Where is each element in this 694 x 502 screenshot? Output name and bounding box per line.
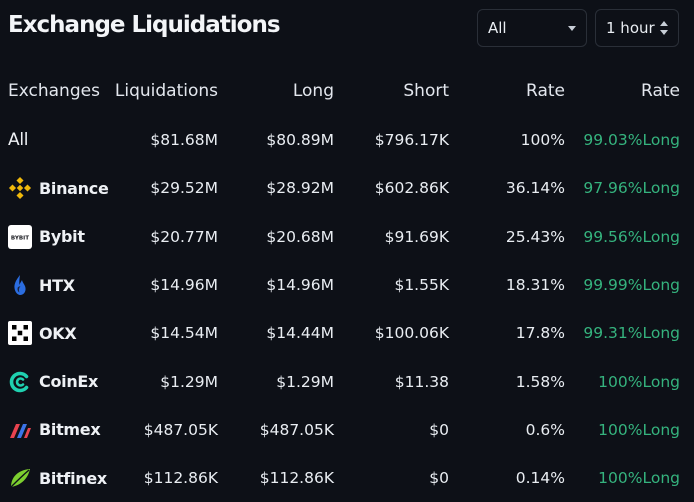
column-header-rate[interactable]: Rate <box>526 81 565 101</box>
htx-icon <box>8 273 32 297</box>
rate-cell: 1.58% <box>515 372 565 391</box>
exchange-cell: Binance <box>8 176 109 200</box>
short-cell: $100.06K <box>374 324 449 343</box>
up-down-stepper-icon <box>659 21 668 35</box>
liquidations-cell: $1.29M <box>160 372 218 391</box>
rate-cell: 18.31% <box>505 276 565 295</box>
rate-cell: 0.14% <box>515 469 565 488</box>
short-cell: $796.17K <box>374 131 449 150</box>
okx-icon <box>8 321 32 346</box>
long-rate-cell: 99.99%Long <box>583 276 680 295</box>
short-cell: $0 <box>429 469 449 488</box>
table-row[interactable]: Binance $29.52M $28.92M $602.86K 36.14% … <box>0 164 694 212</box>
table-row[interactable]: All $81.68M $80.89M $796.17K 100% 99.03%… <box>0 116 694 164</box>
page-title: Exchange Liquidations <box>8 12 281 38</box>
rate-cell: 100% <box>520 131 565 150</box>
long-rate-cell: 100%Long <box>598 372 680 391</box>
long-cell: $112.86K <box>259 469 334 488</box>
exchange-cell: HTX <box>8 273 75 297</box>
exchange-name: CoinEx <box>39 372 99 392</box>
exchange-name: Binance <box>39 178 109 198</box>
long-cell: $20.68M <box>266 227 334 246</box>
long-rate-cell: 99.31%Long <box>583 324 680 343</box>
table-header-row: Exchanges Liquidations Long Short Rate R… <box>0 66 694 116</box>
coinex-icon <box>8 370 32 394</box>
long-rate-cell: 100%Long <box>598 420 680 439</box>
exchange-cell: Bitmex <box>8 418 101 442</box>
rate-cell: 0.6% <box>525 420 565 439</box>
exchange-name: All <box>8 130 29 151</box>
liquidations-cell: $14.96M <box>150 276 218 295</box>
short-cell: $0 <box>429 420 449 439</box>
column-header-long[interactable]: Long <box>292 81 334 101</box>
table-row[interactable]: Bitmex $487.05K $487.05K $0 0.6% 100%Lon… <box>0 406 694 454</box>
long-cell: $1.29M <box>276 372 334 391</box>
liquidations-cell: $14.54M <box>150 324 218 343</box>
table-row[interactable]: CoinEx $1.29M $1.29M $11.38 1.58% 100%Lo… <box>0 357 694 405</box>
column-header-exchanges[interactable]: Exchanges <box>8 81 100 101</box>
time-range-value: 1 hour <box>606 19 655 37</box>
liquidations-cell: $112.86K <box>143 469 218 488</box>
liquidations-table: Exchanges Liquidations Long Short Rate R… <box>0 66 694 502</box>
rate-cell: 36.14% <box>505 179 565 198</box>
exchange-name: Bitfinex <box>39 468 107 488</box>
long-rate-cell: 97.96%Long <box>583 179 680 198</box>
long-cell: $487.05K <box>259 420 334 439</box>
header: Exchange Liquidations All 1 hour <box>0 0 694 58</box>
long-cell: $14.96M <box>266 276 334 295</box>
long-rate-cell: 99.03%Long <box>583 131 680 150</box>
table-row[interactable]: BYBIT Bybit $20.77M $20.68M $91.69K 25.4… <box>0 213 694 261</box>
exchange-cell: Bitfinex <box>8 466 107 490</box>
table-row[interactable]: HTX $14.96M $14.96M $1.55K 18.31% 99.99%… <box>0 261 694 309</box>
short-cell: $11.38 <box>394 372 449 391</box>
liquidations-cell: $29.52M <box>150 179 218 198</box>
long-cell: $28.92M <box>266 179 334 198</box>
table-row[interactable]: Bitfinex $112.86K $112.86K $0 0.14% 100%… <box>0 454 694 502</box>
long-rate-cell: 100%Long <box>598 469 680 488</box>
column-header-long-rate[interactable]: Rate <box>641 81 680 101</box>
exchange-name: HTX <box>39 275 75 295</box>
liquidations-cell: $20.77M <box>150 227 218 246</box>
rate-cell: 17.8% <box>515 324 565 343</box>
liquidations-cell: $81.68M <box>150 131 218 150</box>
column-header-short[interactable]: Short <box>403 81 449 101</box>
bitfinex-icon <box>8 466 32 490</box>
bitmex-icon <box>8 418 32 442</box>
rate-cell: 25.43% <box>505 227 565 246</box>
exchange-name: Bybit <box>39 227 85 247</box>
liquidations-cell: $487.05K <box>143 420 218 439</box>
column-header-liquidations[interactable]: Liquidations <box>114 81 218 101</box>
long-cell: $80.89M <box>266 131 334 150</box>
long-cell: $14.44M <box>266 324 334 343</box>
bybit-logo-text: BYBIT <box>11 235 29 241</box>
exchange-cell: All <box>8 130 28 150</box>
binance-icon <box>8 176 32 200</box>
exchange-cell: BYBIT Bybit <box>8 224 85 249</box>
short-cell: $602.86K <box>374 179 449 198</box>
exchange-filter-value: All <box>488 19 507 37</box>
exchange-name: Bitmex <box>39 420 101 440</box>
short-cell: $1.55K <box>394 276 449 295</box>
chevron-down-icon <box>568 25 576 31</box>
exchange-name: OKX <box>39 323 77 343</box>
long-rate-cell: 99.56%Long <box>583 227 680 246</box>
exchange-cell: CoinEx <box>8 370 98 394</box>
time-range-select[interactable]: 1 hour <box>595 9 679 47</box>
short-cell: $91.69K <box>384 227 449 246</box>
bybit-icon: BYBIT <box>8 224 32 249</box>
exchange-filter-select[interactable]: All <box>477 9 587 47</box>
table-row[interactable]: OKX $14.54M $14.44M $100.06K 17.8% 99.31… <box>0 309 694 357</box>
exchange-cell: OKX <box>8 321 77 346</box>
